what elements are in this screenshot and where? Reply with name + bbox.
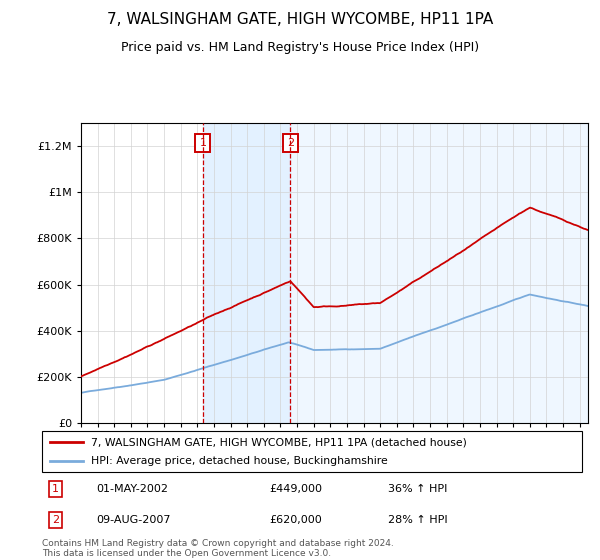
Bar: [290, 123, 588, 423]
Text: Contains HM Land Registry data © Crown copyright and database right 2024.
This d: Contains HM Land Registry data © Crown c…: [42, 539, 394, 558]
Text: HPI: Average price, detached house, Buckinghamshire: HPI: Average price, detached house, Buck…: [91, 456, 388, 466]
Text: 2: 2: [52, 515, 59, 525]
Text: 01-MAY-2002: 01-MAY-2002: [96, 484, 168, 494]
Text: 09-AUG-2007: 09-AUG-2007: [96, 515, 170, 525]
Text: Price paid vs. HM Land Registry's House Price Index (HPI): Price paid vs. HM Land Registry's House …: [121, 41, 479, 54]
Text: £449,000: £449,000: [269, 484, 322, 494]
Text: 2: 2: [287, 138, 294, 148]
Text: 7, WALSINGHAM GATE, HIGH WYCOMBE, HP11 1PA (detached house): 7, WALSINGHAM GATE, HIGH WYCOMBE, HP11 1…: [91, 437, 466, 447]
Bar: [203, 123, 290, 423]
Text: £620,000: £620,000: [269, 515, 322, 525]
Text: 7, WALSINGHAM GATE, HIGH WYCOMBE, HP11 1PA: 7, WALSINGHAM GATE, HIGH WYCOMBE, HP11 1…: [107, 12, 493, 27]
Text: 28% ↑ HPI: 28% ↑ HPI: [388, 515, 447, 525]
Text: 36% ↑ HPI: 36% ↑ HPI: [388, 484, 447, 494]
Text: 1: 1: [52, 484, 59, 494]
FancyBboxPatch shape: [42, 431, 582, 472]
Text: 1: 1: [199, 138, 206, 148]
